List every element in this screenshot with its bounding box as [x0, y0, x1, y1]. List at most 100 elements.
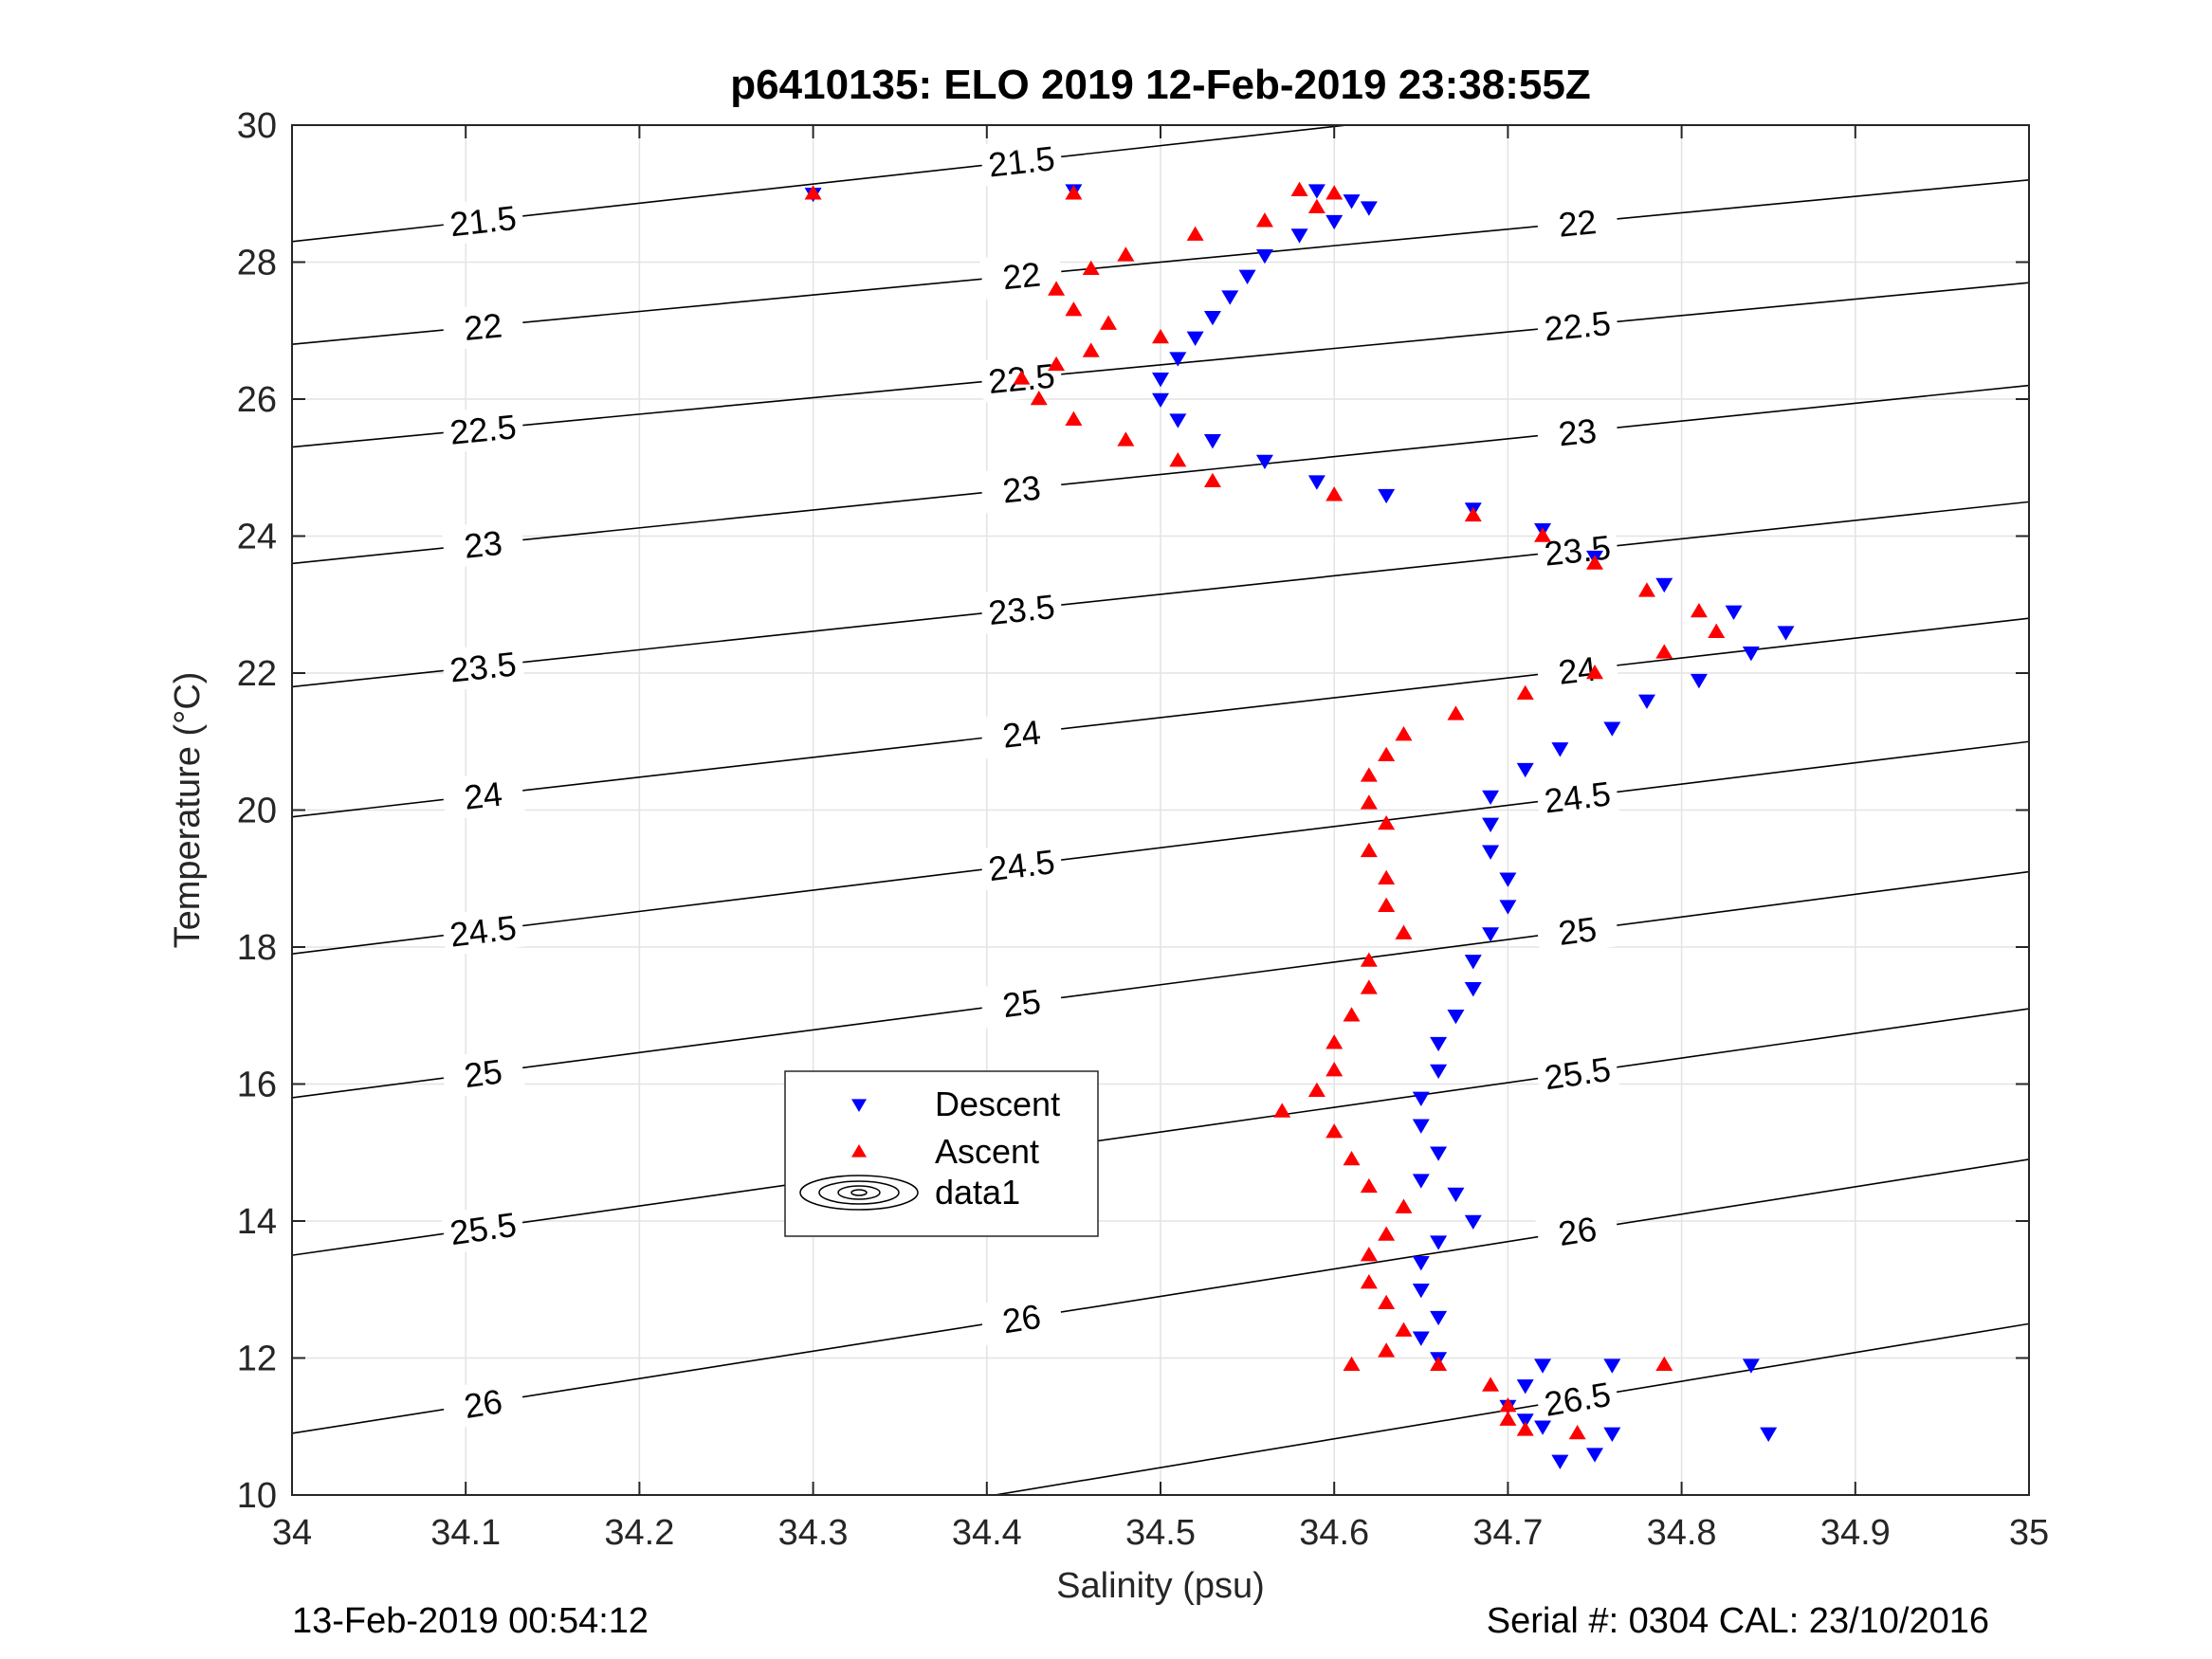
ascent-point: [1655, 644, 1673, 659]
descent-point: [1742, 647, 1760, 662]
x-tick-label: 34.2: [604, 1513, 674, 1553]
descent-point: [1152, 373, 1169, 388]
ascent-point: [1378, 897, 1396, 912]
contour-label-bg: [1534, 1371, 1620, 1426]
descent-point: [1430, 1064, 1448, 1080]
descent-point: [1464, 1214, 1482, 1230]
ascent-point: [1048, 281, 1066, 296]
contour-label-bg: [978, 976, 1064, 1030]
x-tick-label: 35: [2009, 1513, 2049, 1553]
descent-point: [1169, 413, 1187, 428]
contour-label: 25: [1556, 909, 1599, 953]
y-tick-label: 26: [237, 380, 277, 420]
ascent-point: [1360, 842, 1378, 858]
x-tick-label: 34.3: [778, 1513, 849, 1553]
y-tick-label: 16: [237, 1066, 277, 1105]
y-tick-label: 10: [237, 1476, 277, 1516]
descent-point: [1152, 392, 1169, 408]
contour-label-bg: [440, 1201, 526, 1255]
ascent-point: [804, 185, 822, 200]
y-tick-label: 14: [237, 1202, 277, 1242]
x-tick-label: 34.4: [952, 1513, 1022, 1553]
descent-point: [1412, 1119, 1430, 1134]
contour-label-bg: [441, 904, 525, 957]
y-tick-label: 30: [237, 106, 277, 146]
contour-line-24: [292, 617, 2029, 818]
contour-line-24.5: [292, 740, 2029, 956]
descent-point: [1412, 1091, 1430, 1106]
contour-line-26.5: [990, 1322, 2029, 1495]
contour-label: 24: [1000, 713, 1042, 756]
descent-point: [1760, 1427, 1778, 1442]
contour-label: 25: [1000, 981, 1043, 1025]
descent-point: [1551, 742, 1569, 757]
contour-label-bg: [978, 1291, 1065, 1345]
legend-descent-marker: [851, 1099, 867, 1112]
descent-point: [1603, 1427, 1621, 1442]
ascent-point: [1343, 1007, 1361, 1022]
footer-timestamp: 13-Feb-2019 00:54:12: [292, 1601, 649, 1641]
descent-point: [1203, 311, 1221, 326]
contour-label: 24.5: [986, 842, 1057, 888]
footer-serial-cal: Serial #: 0304 CAL: 23/10/2016: [1487, 1601, 1989, 1641]
descent-point: [1430, 1146, 1448, 1161]
ascent-point: [1100, 315, 1118, 330]
y-tick-label: 18: [237, 928, 277, 968]
legend-contour-icon: [799, 1175, 919, 1211]
x-tick-label: 34.9: [1820, 1513, 1891, 1553]
contour-label-bg: [440, 1376, 526, 1431]
x-tick-label: 34.1: [430, 1513, 501, 1553]
legend-contour-ring: [818, 1180, 900, 1205]
contour-label: 24.5: [1542, 774, 1613, 820]
contour-label-bg: [979, 250, 1064, 301]
x-tick-label: 34.7: [1472, 1513, 1543, 1553]
descent-point: [1464, 982, 1482, 997]
y-tick-label: 24: [237, 518, 277, 557]
ascent-point: [1395, 726, 1413, 741]
contour-label-bg: [1535, 645, 1619, 696]
ascent-point: [1169, 452, 1187, 467]
contour-label: 26: [1000, 1297, 1044, 1341]
descent-point: [1447, 1187, 1465, 1203]
chart-title: p6410135: ELO 2019 12-Feb-2019 23:38:55Z: [730, 62, 1590, 108]
ascent-point: [1030, 391, 1048, 406]
ascent-point: [1152, 328, 1169, 344]
ascent-point: [1690, 602, 1708, 618]
contour-label-bg: [1535, 771, 1620, 823]
ascent-point: [1586, 555, 1603, 570]
descent-point: [1412, 1174, 1430, 1189]
descent-point: [1430, 1036, 1448, 1052]
descent-point: [1655, 577, 1673, 593]
ascent-point: [1395, 1322, 1413, 1337]
legend-contour-ring: [837, 1185, 881, 1200]
ascent-point: [1360, 794, 1378, 810]
ascent-point: [1655, 1356, 1673, 1372]
contour-label: 24.5: [448, 907, 519, 954]
descent-point: [1412, 1283, 1430, 1299]
contour-label-bg: [441, 404, 525, 454]
descent-point: [1238, 269, 1256, 284]
contour-label-bg: [979, 464, 1064, 514]
contour-label-bg: [441, 770, 525, 821]
ascent-point: [1325, 1062, 1344, 1077]
ascent-point: [1464, 506, 1482, 522]
x-tick-label: 34.5: [1125, 1513, 1196, 1553]
descent-point: [1464, 955, 1482, 970]
descent-point: [1482, 845, 1500, 860]
descent-point: [1499, 900, 1517, 915]
contour-label: 25.5: [448, 1205, 519, 1252]
ascent-point: [1065, 410, 1083, 426]
descent-point: [1516, 762, 1534, 778]
descent-point: [1169, 352, 1187, 367]
descent-point: [1325, 214, 1344, 230]
contour-label: 23: [1557, 410, 1599, 453]
contour-label: 22.5: [1543, 303, 1613, 348]
ascent-point: [1378, 1342, 1396, 1358]
ascent-point: [1447, 705, 1465, 720]
ascent-point: [1378, 814, 1396, 830]
ascent-point: [1430, 1356, 1448, 1372]
ascent-point: [1360, 767, 1378, 782]
contour-label-bg: [441, 641, 525, 692]
descent-point: [1603, 1358, 1621, 1374]
